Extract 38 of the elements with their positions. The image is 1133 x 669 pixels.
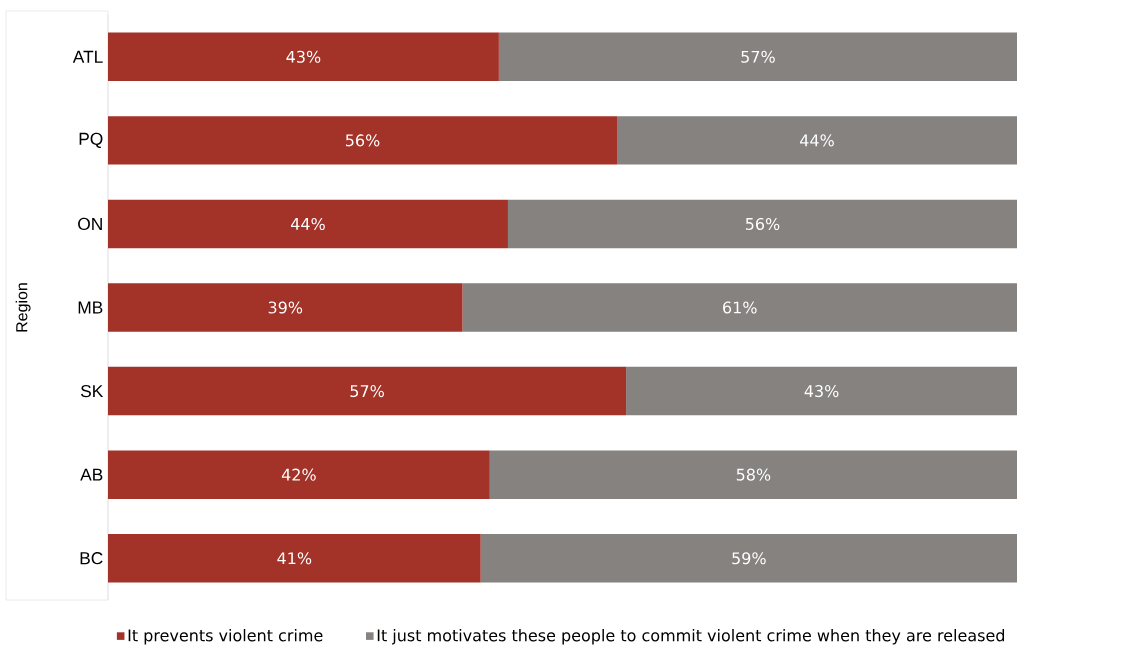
bar (462, 283, 1017, 332)
y-tick-label: ON (78, 217, 102, 231)
data-label: 43% (286, 50, 321, 63)
bar (108, 366, 627, 416)
y-tick-label: ATL (72, 50, 103, 63)
data-label: 44% (800, 134, 834, 147)
legend-label: It just motivates these people to commit violent crime when they are released (377, 629, 1005, 645)
legend-label: It prevents violent crime (128, 629, 323, 645)
bar (617, 116, 1017, 165)
bar (108, 450, 490, 499)
data-label: 41% (277, 552, 312, 565)
bar (108, 533, 481, 583)
data-label: 61% (723, 301, 757, 314)
y-tick-label: PQ (79, 132, 103, 149)
y-tick-label: SK (80, 384, 104, 398)
bar (108, 199, 508, 249)
y-tick-label: BC (80, 552, 103, 565)
data-label: 57% (350, 385, 384, 398)
data-label: 56% (745, 217, 780, 230)
data-label: 59% (732, 552, 766, 565)
data-label: 42% (281, 468, 316, 481)
bar (108, 116, 618, 165)
bar (489, 450, 1017, 499)
bar (108, 32, 499, 82)
bar (480, 533, 1017, 583)
y-axis-title: Region (15, 283, 31, 332)
data-label: 43% (804, 385, 839, 398)
y-tick-label: AB (80, 468, 103, 481)
bar (498, 32, 1017, 82)
data-label: 58% (736, 468, 771, 481)
data-label: 44% (290, 217, 325, 230)
bar (108, 283, 463, 332)
bar (507, 199, 1017, 249)
y-tick-label: MB (78, 301, 103, 314)
bar (626, 366, 1017, 416)
data-label: 57% (741, 50, 775, 63)
data-label: 56% (345, 134, 380, 147)
data-label: 39% (268, 301, 303, 314)
